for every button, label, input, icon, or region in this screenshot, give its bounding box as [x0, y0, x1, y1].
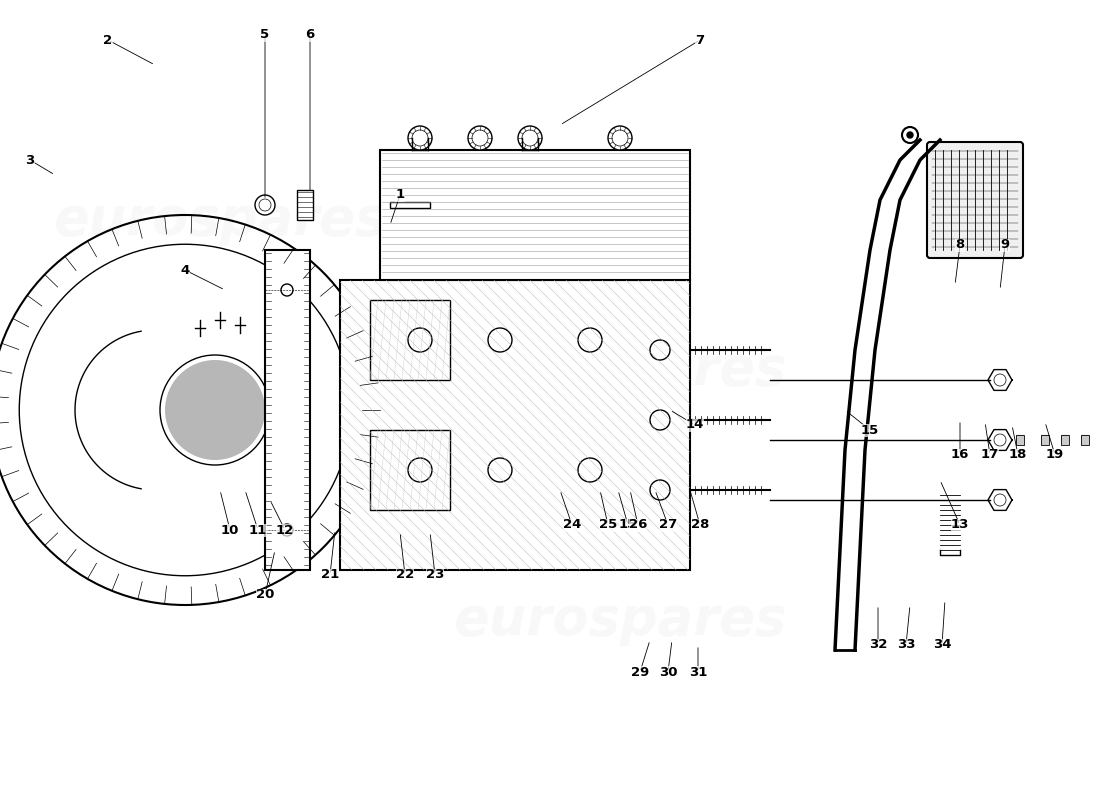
Circle shape	[280, 524, 293, 536]
Circle shape	[408, 458, 432, 482]
Circle shape	[488, 458, 512, 482]
Circle shape	[908, 132, 913, 138]
Bar	[1081, 435, 1089, 445]
Circle shape	[518, 126, 542, 150]
Text: 25: 25	[598, 518, 617, 531]
Circle shape	[255, 195, 275, 215]
Text: 15: 15	[619, 518, 637, 531]
Text: 3: 3	[25, 154, 34, 166]
Circle shape	[650, 480, 670, 500]
Circle shape	[650, 410, 670, 430]
Text: eurospares: eurospares	[453, 344, 786, 396]
Text: 20: 20	[256, 589, 274, 602]
Bar	[390, 202, 430, 208]
Text: 2: 2	[103, 34, 112, 46]
Bar	[340, 280, 690, 570]
Text: eurospares: eurospares	[53, 194, 387, 246]
Text: 6: 6	[306, 29, 315, 42]
Text: 13: 13	[950, 518, 969, 531]
Text: 12: 12	[276, 523, 294, 537]
Circle shape	[608, 126, 632, 150]
Circle shape	[468, 126, 492, 150]
Text: 8: 8	[956, 238, 965, 251]
Text: 32: 32	[869, 638, 888, 651]
Text: 10: 10	[221, 523, 239, 537]
Text: 17: 17	[981, 449, 999, 462]
Text: 34: 34	[933, 638, 952, 651]
Circle shape	[408, 328, 432, 352]
Bar	[379, 150, 690, 280]
Circle shape	[488, 328, 512, 352]
Bar	[297, 190, 313, 220]
Bar	[1062, 435, 1069, 445]
Circle shape	[165, 360, 265, 460]
Text: 28: 28	[691, 518, 710, 531]
Text: 14: 14	[685, 418, 704, 431]
Text: 21: 21	[321, 569, 339, 582]
Text: 11: 11	[249, 523, 267, 537]
Text: eurospares: eurospares	[453, 594, 786, 646]
Text: 15: 15	[861, 423, 879, 437]
Circle shape	[578, 328, 602, 352]
Circle shape	[650, 340, 670, 360]
Text: 4: 4	[180, 263, 189, 277]
FancyBboxPatch shape	[927, 142, 1023, 258]
Text: 7: 7	[695, 34, 705, 46]
Circle shape	[408, 126, 432, 150]
Circle shape	[578, 458, 602, 482]
Bar	[1041, 435, 1049, 445]
Text: 16: 16	[950, 449, 969, 462]
Text: 5: 5	[261, 29, 270, 42]
Bar	[265, 250, 310, 570]
Circle shape	[902, 127, 918, 143]
Text: 24: 24	[563, 518, 581, 531]
Circle shape	[280, 284, 293, 296]
Bar	[370, 300, 450, 380]
Text: 33: 33	[896, 638, 915, 651]
Text: 19: 19	[1046, 449, 1064, 462]
Bar	[370, 430, 450, 510]
Text: 23: 23	[426, 569, 444, 582]
Text: 9: 9	[1000, 238, 1010, 251]
Text: 1: 1	[395, 189, 405, 202]
Text: 26: 26	[629, 518, 647, 531]
Text: 22: 22	[396, 569, 414, 582]
Text: 30: 30	[659, 666, 678, 678]
Text: 27: 27	[659, 518, 678, 531]
Bar	[1016, 435, 1024, 445]
Text: 31: 31	[689, 666, 707, 678]
Text: 18: 18	[1009, 449, 1027, 462]
Text: 29: 29	[631, 666, 649, 678]
